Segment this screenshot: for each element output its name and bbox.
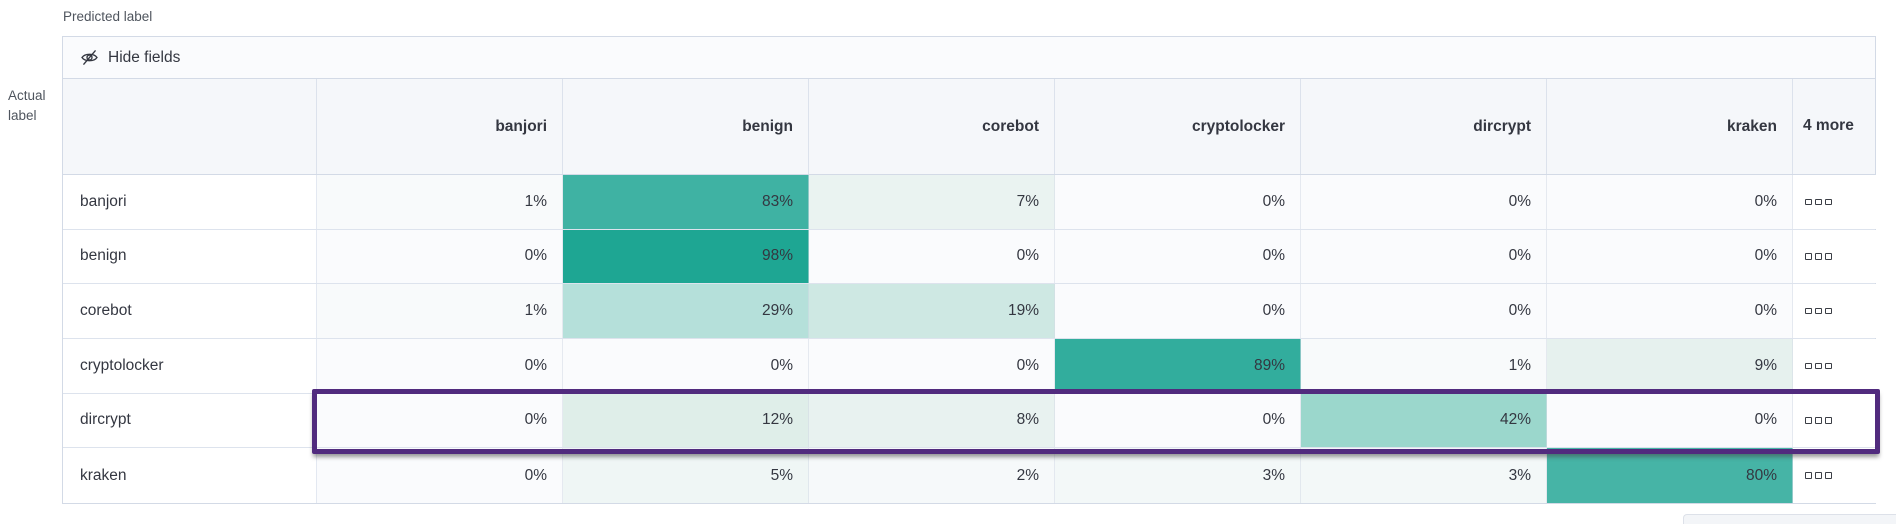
boxes-icon[interactable] [1793, 175, 1877, 229]
box-dot [1805, 362, 1812, 370]
column-header-kraken[interactable]: kraken [1547, 79, 1793, 174]
box-dot [1825, 253, 1832, 260]
box-dot [1805, 253, 1812, 260]
bottom-right-partial-panel [1683, 514, 1896, 524]
confusion-matrix-datagrid: Hide fields banjori benign corebot cryptolo… [62, 36, 1880, 504]
predicted-axis-label: Predicted label [63, 9, 153, 24]
boxes-icon[interactable] [1793, 393, 1877, 448]
box-dot [1815, 198, 1822, 206]
cell-kraken-cryptolocker[interactable]: 3% [1055, 448, 1301, 503]
table-row-banjori: banjori 1% 83% 7% 0% 0% 0% [63, 175, 1877, 230]
row-label-benign[interactable]: benign [63, 229, 317, 284]
column-header-benign[interactable]: benign [563, 79, 809, 174]
box-dot [1815, 307, 1822, 315]
cell-corebot-cryptolocker[interactable]: 0% [1055, 284, 1301, 338]
cell-dircrypt-cryptolocker[interactable]: 0% [1055, 393, 1301, 448]
cell-kraken-banjori[interactable]: 0% [317, 448, 563, 503]
row-label-banjori[interactable]: banjori [63, 175, 317, 229]
cell-kraken-benign[interactable]: 5% [563, 448, 809, 503]
row-label-kraken[interactable]: kraken [63, 448, 317, 503]
datagrid-body: banjori 1% 83% 7% 0% 0% 0% benign 0% 98% 0% 0% 0% 0% c… [63, 175, 1877, 503]
cell-banjori-benign[interactable]: 83% [563, 175, 809, 229]
cell-dircrypt-kraken[interactable]: 0% [1547, 393, 1793, 448]
table-row-benign: benign 0% 98% 0% 0% 0% 0% [63, 229, 1877, 285]
box-dot [1805, 417, 1812, 424]
cell-benign-dircrypt[interactable]: 0% [1301, 229, 1547, 284]
column-header-dircrypt[interactable]: dircrypt [1301, 79, 1547, 174]
cell-kraken-kraken[interactable]: 80% [1547, 448, 1793, 503]
box-dot [1825, 198, 1832, 206]
cell-kraken-dircrypt[interactable]: 3% [1301, 448, 1547, 503]
box-dot [1825, 472, 1832, 479]
eye-closed-icon [80, 48, 99, 67]
cell-banjori-banjori[interactable]: 1% [317, 175, 563, 229]
hide-fields-label: Hide fields [108, 48, 181, 66]
box-dot [1805, 307, 1812, 315]
box-dot [1815, 472, 1822, 479]
cell-corebot-corebot[interactable]: 19% [809, 284, 1055, 338]
cell-dircrypt-banjori[interactable]: 0% [317, 393, 563, 448]
table-row-corebot: corebot 1% 29% 19% 0% 0% 0% [63, 284, 1877, 339]
cell-benign-cryptolocker[interactable]: 0% [1055, 229, 1301, 284]
cell-cryptolocker-benign[interactable]: 0% [563, 338, 809, 393]
cell-benign-banjori[interactable]: 0% [317, 229, 563, 284]
row-label-dircrypt[interactable]: dircrypt [63, 393, 317, 448]
cell-dircrypt-benign[interactable]: 12% [563, 393, 809, 448]
table-row-kraken: kraken 0% 5% 2% 3% 3% 80% [63, 448, 1877, 503]
cell-banjori-cryptolocker[interactable]: 0% [1055, 175, 1301, 229]
box-dot [1805, 472, 1812, 479]
cell-benign-kraken[interactable]: 0% [1547, 229, 1793, 284]
cell-banjori-kraken[interactable]: 0% [1547, 175, 1793, 229]
boxes-icon[interactable] [1793, 229, 1877, 284]
cell-benign-benign[interactable]: 98% [563, 229, 809, 284]
cell-cryptolocker-dircrypt[interactable]: 1% [1301, 338, 1547, 393]
cell-cryptolocker-cryptolocker[interactable]: 89% [1055, 338, 1301, 393]
cell-cryptolocker-corebot[interactable]: 0% [809, 338, 1055, 393]
datagrid-toolbar: Hide fields [63, 37, 1875, 79]
box-dot [1815, 362, 1822, 370]
header-row: banjori benign corebot cryptolocker dircrypt… [63, 79, 1875, 175]
cell-banjori-dircrypt[interactable]: 0% [1301, 175, 1547, 229]
header-corner-cell [63, 79, 317, 174]
box-dot [1825, 362, 1832, 370]
row-label-cryptolocker[interactable]: cryptolocker [63, 338, 317, 393]
box-dot [1825, 417, 1832, 424]
box-dot [1815, 417, 1822, 424]
boxes-icon[interactable] [1793, 448, 1877, 503]
cell-kraken-corebot[interactable]: 2% [809, 448, 1055, 503]
row-label-corebot[interactable]: corebot [63, 284, 317, 338]
column-header-corebot[interactable]: corebot [809, 79, 1055, 174]
cell-dircrypt-dircrypt[interactable]: 42% [1301, 393, 1547, 448]
cell-corebot-banjori[interactable]: 1% [317, 284, 563, 338]
column-header-more[interactable]: 4 more [1803, 117, 1854, 135]
table-row-cryptolocker: cryptolocker 0% 0% 0% 89% 1% 9% [63, 338, 1877, 394]
column-header-banjori[interactable]: banjori [317, 79, 563, 174]
cell-benign-corebot[interactable]: 0% [809, 229, 1055, 284]
actual-axis-label: Actual label [8, 88, 46, 124]
boxes-icon[interactable] [1793, 284, 1877, 338]
cell-cryptolocker-kraken[interactable]: 9% [1547, 338, 1793, 393]
box-dot [1805, 198, 1812, 206]
cell-corebot-dircrypt[interactable]: 0% [1301, 284, 1547, 338]
cell-dircrypt-corebot[interactable]: 8% [809, 393, 1055, 448]
boxes-icon[interactable] [1793, 338, 1877, 393]
hide-fields-button[interactable]: Hide fields [80, 48, 180, 67]
table-row-dircrypt: dircrypt 0% 12% 8% 0% 42% 0% [63, 393, 1877, 449]
column-header-cryptolocker[interactable]: cryptolocker [1055, 79, 1301, 174]
cell-corebot-benign[interactable]: 29% [563, 284, 809, 338]
box-dot [1815, 253, 1822, 260]
box-dot [1825, 307, 1832, 315]
cell-corebot-kraken[interactable]: 0% [1547, 284, 1793, 338]
cell-banjori-corebot[interactable]: 7% [809, 175, 1055, 229]
cell-cryptolocker-banjori[interactable]: 0% [317, 338, 563, 393]
